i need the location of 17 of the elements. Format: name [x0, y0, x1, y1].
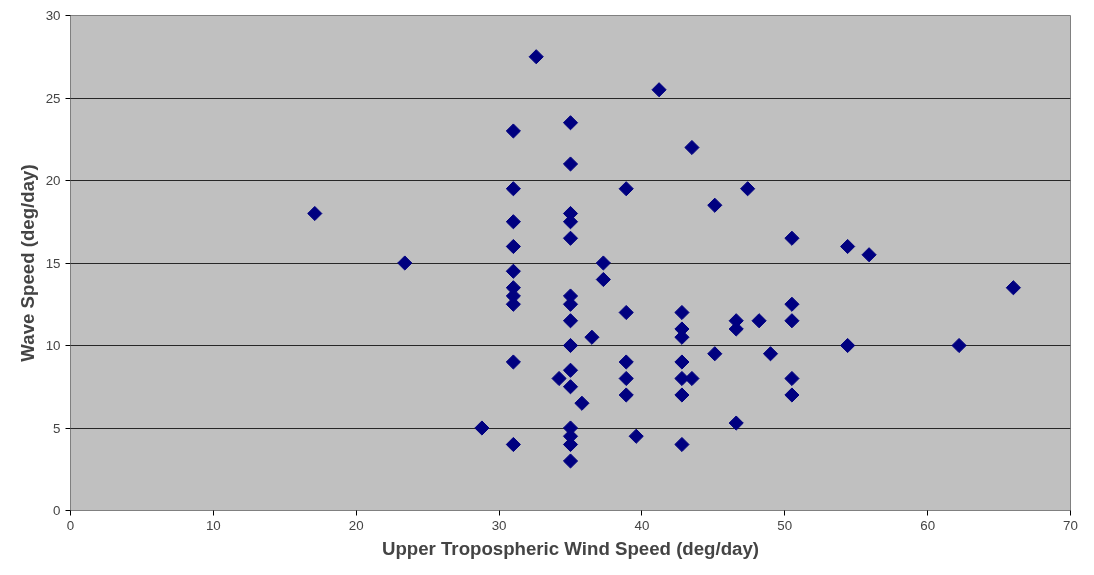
x-tick-label: 10	[205, 517, 221, 533]
y-tick-label: 25	[45, 90, 61, 106]
y-tick-label: 10	[45, 338, 61, 353]
x-tick-label: 70	[1063, 517, 1078, 533]
y-axis-title: Wave Speed (deg/day)	[16, 164, 38, 362]
x-tick-label: 50	[777, 517, 793, 533]
x-tick-label: 30	[491, 517, 507, 533]
x-axis-title: Upper Tropospheric Wind Speed (deg/day)	[381, 537, 760, 559]
y-tick-label: 20	[45, 173, 61, 188]
x-tick-label: 0	[66, 517, 75, 533]
y-tick-label: 5	[53, 420, 61, 436]
y-tick-label: 0	[53, 503, 61, 518]
x-tick-label: 60	[920, 517, 936, 533]
y-tick-label: 15	[45, 255, 61, 271]
x-tick-label: 20	[348, 517, 364, 533]
y-tick-label: 30	[45, 8, 61, 23]
x-tick-label: 40	[634, 517, 650, 533]
